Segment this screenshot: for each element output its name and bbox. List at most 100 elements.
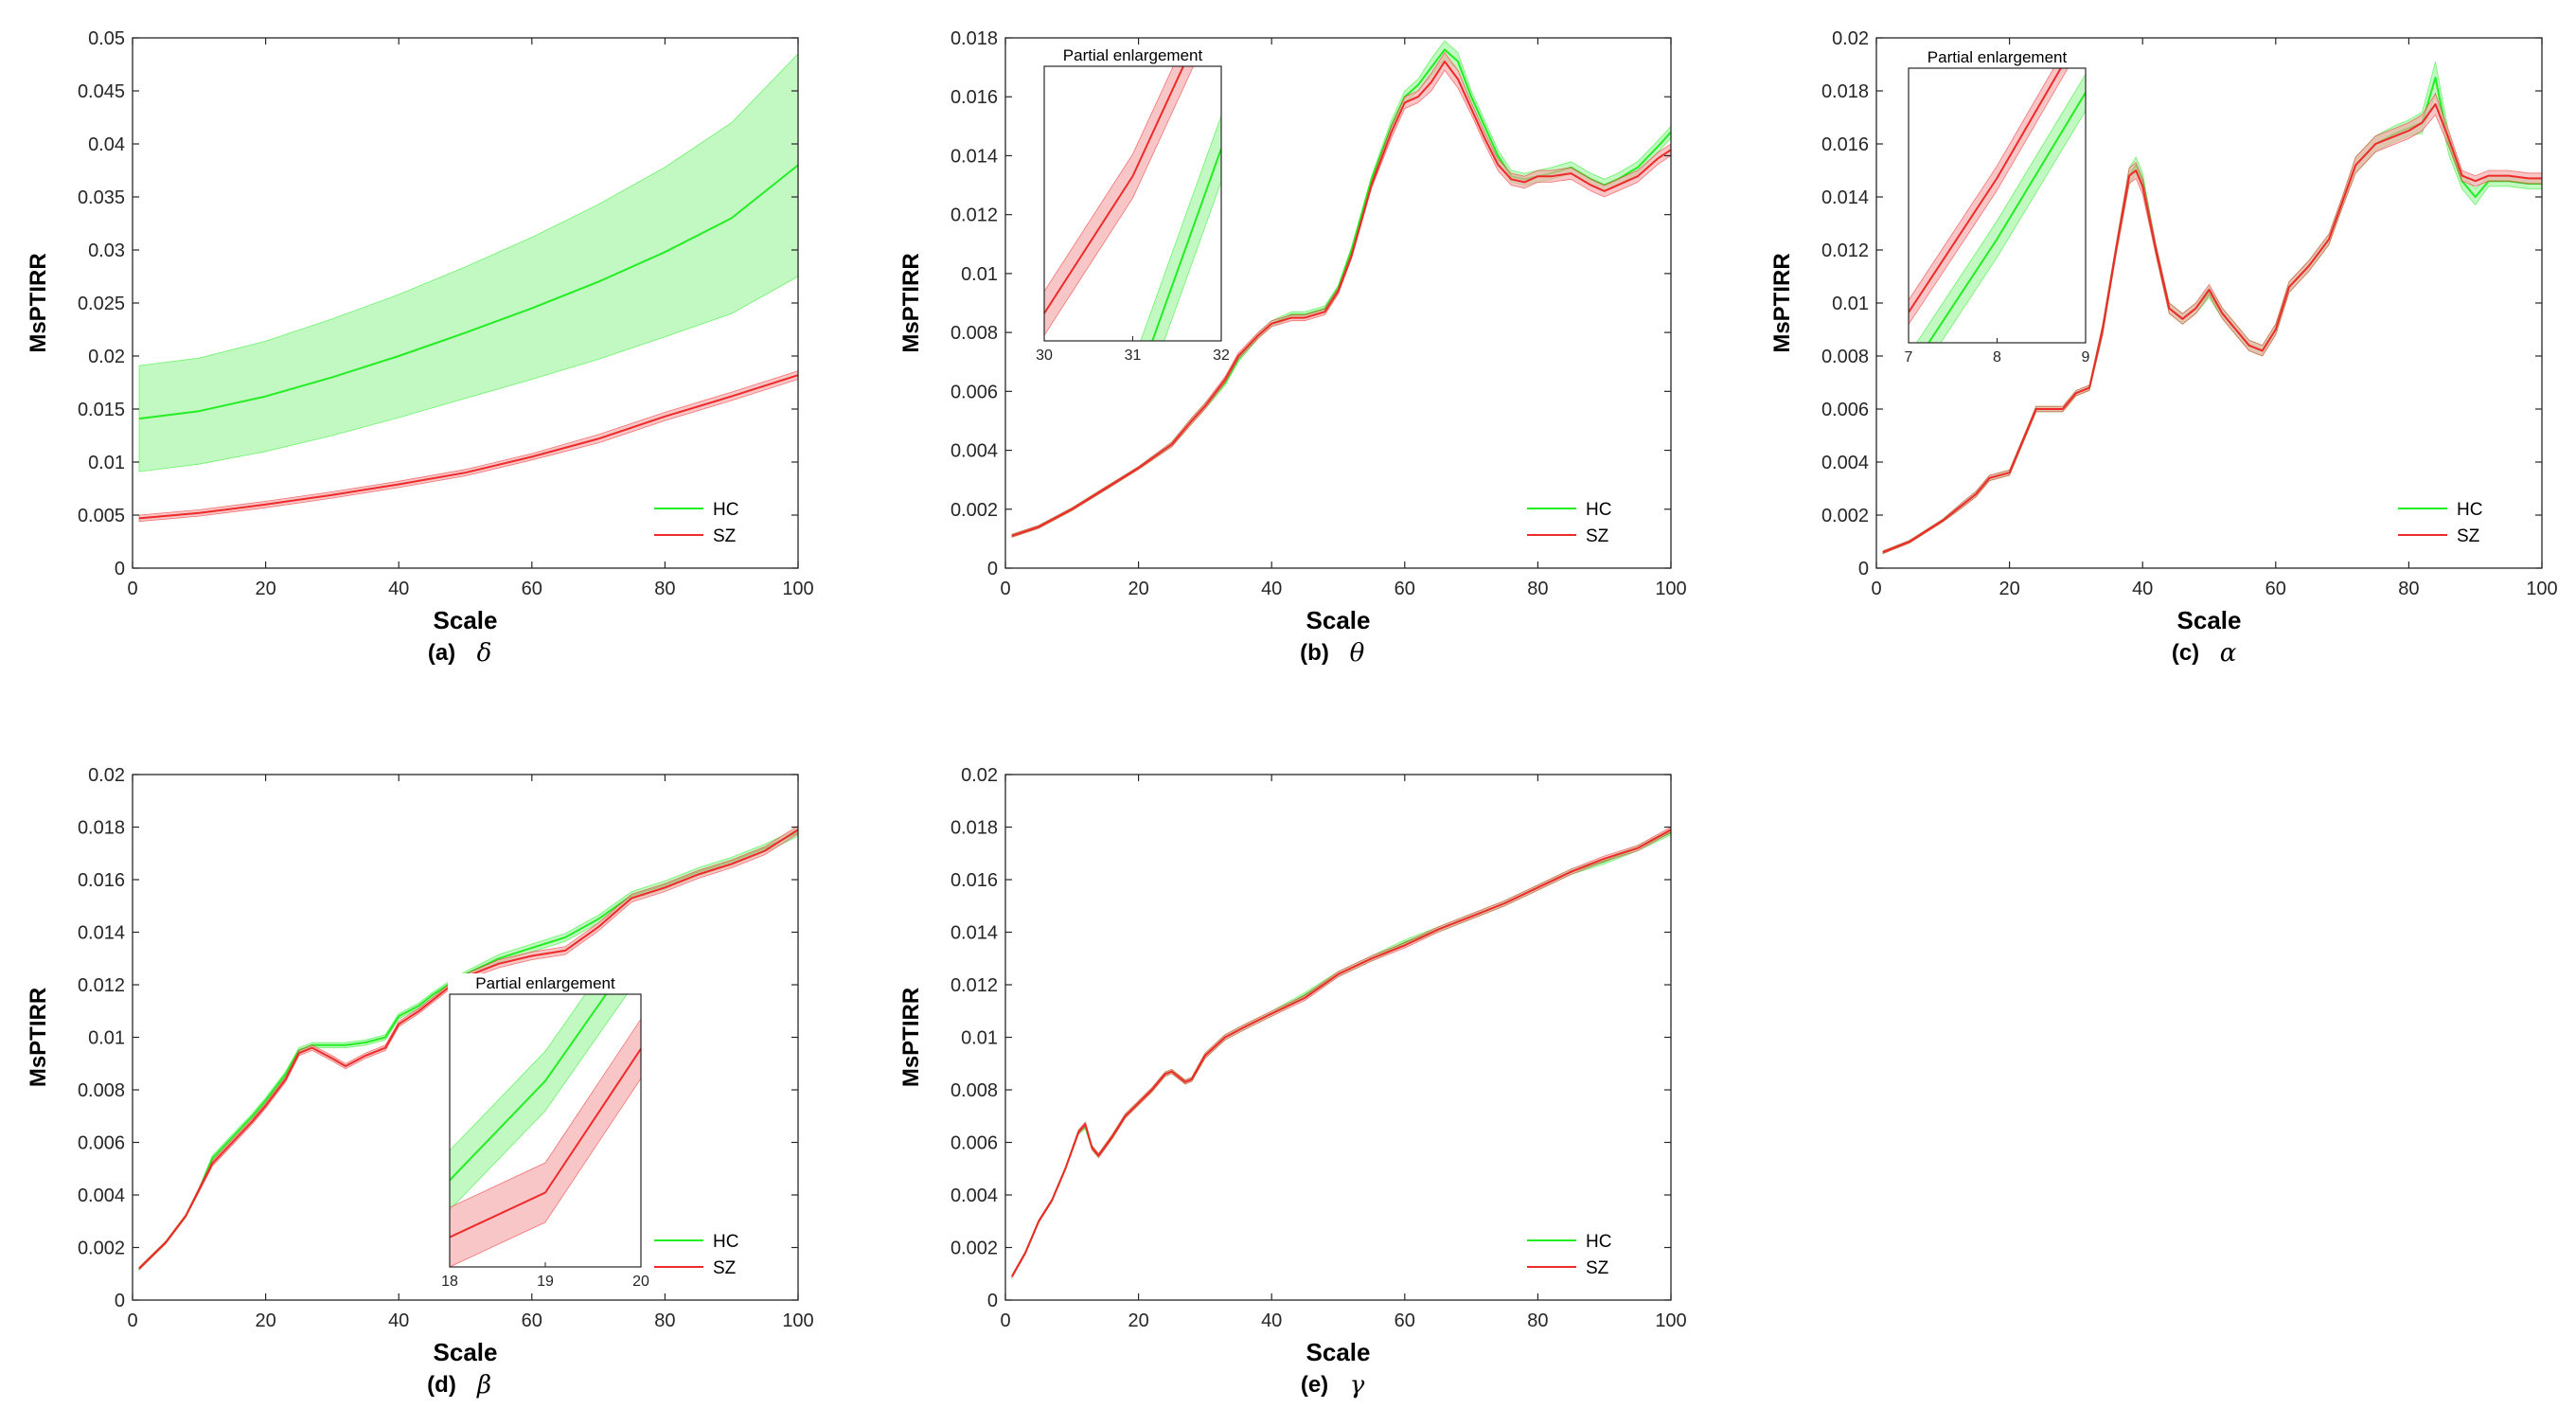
x-tick-label: 40	[1261, 1310, 1282, 1331]
y-tick-label: 0.018	[78, 818, 125, 839]
series-hc-line	[138, 164, 798, 420]
x-tick-label: 0	[127, 579, 137, 599]
y-tick-label: 0.002	[78, 1239, 125, 1259]
x-tick-label: 80	[1527, 579, 1548, 599]
x-tick-label: 20	[1128, 579, 1148, 599]
inset-series-hc-band	[1916, 73, 2086, 343]
x-tick-label: 80	[654, 579, 675, 599]
panel-caption-symbol: α	[2220, 639, 2237, 668]
y-tick-label: 0.02	[1832, 28, 1869, 49]
series-sz-line	[1011, 829, 1671, 1277]
inset-series-hc-line	[1928, 92, 2086, 343]
y-tick-label: 0.018	[950, 28, 998, 49]
inset-series-hc-line	[1151, 148, 1221, 341]
y-tick-label: 0.006	[950, 1133, 998, 1154]
chart-panel-e: 0 0.002 0.004 0.006 0.008 0.01 0.012 0.014 0.016…	[898, 765, 1687, 1399]
x-tick-label: 0	[1000, 1310, 1010, 1331]
series-sz-line	[1011, 60, 1671, 537]
x-tick-label: 80	[1527, 1310, 1548, 1331]
inset-x-tick-label: 32	[1213, 348, 1230, 364]
y-tick-label: 0.04	[88, 134, 125, 155]
y-tick-label: 0.002	[950, 500, 998, 521]
panel-caption: (b)	[1300, 640, 1329, 666]
y-tick-label: 0.018	[1821, 81, 1869, 102]
legend: HC SZ	[646, 491, 790, 552]
y-tick-label: 0.006	[950, 382, 998, 402]
y-tick-label: 0.016	[78, 870, 125, 891]
legend-box	[646, 1223, 790, 1284]
panel-caption-symbol: β	[476, 1371, 491, 1399]
inset-series-hc-line	[450, 994, 608, 1182]
chart-panel-b: 0 0.002 0.004 0.006 0.008 0.01 0.012 0.014 0.016…	[898, 28, 1687, 668]
y-tick-label: 0.004	[78, 1185, 125, 1206]
y-tick-label: 0.012	[950, 205, 998, 226]
y-tick-label: 0.008	[950, 1080, 998, 1101]
y-tick-label: 0.005	[78, 506, 125, 526]
inset-x-tick-label: 30	[1036, 348, 1053, 364]
plot-area	[138, 825, 798, 1272]
legend-box	[1519, 491, 1662, 552]
inset-series-hc-band	[450, 994, 628, 1211]
y-tick-label: 0.006	[1821, 400, 1869, 420]
inset-series-sz-line	[450, 1048, 641, 1239]
legend-box	[2389, 491, 2533, 552]
inset-x-tick-label: 20	[632, 1274, 649, 1290]
x-tick-label: 60	[522, 1310, 542, 1331]
legend-label-hc: HC	[2457, 500, 2482, 520]
y-tick-label: 0.014	[78, 923, 125, 944]
panel-caption: (a)	[428, 640, 455, 666]
y-axis-label: MsPTIRR	[1769, 253, 1795, 352]
chart-panel-c: 0 0.002 0.004 0.006 0.008 0.01 0.012 0.014 0.016…	[1769, 28, 2558, 668]
inset-partial-enlargement: Partial enlargement 30 31 32	[1036, 45, 1230, 365]
y-tick-label: 0.002	[1821, 506, 1869, 526]
y-tick-label: 0.03	[88, 241, 125, 261]
y-tick-label: 0.012	[78, 975, 125, 996]
y-axis-label: MsPTIRR	[898, 253, 924, 352]
chart-panel-d: 0 0.002 0.004 0.006 0.008 0.01 0.012 0.014 0.016…	[26, 765, 814, 1399]
x-axis-label: Scale	[2177, 606, 2242, 634]
legend-label-hc: HC	[1586, 1232, 1611, 1252]
y-tick-label: 0.045	[78, 81, 125, 102]
y-tick-label: 0.002	[950, 1239, 998, 1259]
y-tick-label: 0.012	[950, 975, 998, 996]
x-tick-label: 80	[2398, 579, 2419, 599]
inset-plot-area	[450, 994, 641, 1267]
x-tick-label: 40	[2132, 579, 2153, 599]
series-sz-line	[1882, 103, 2542, 554]
x-tick-label: 40	[388, 579, 409, 599]
y-tick-label: 0	[115, 559, 125, 579]
series-sz-band	[1011, 827, 1671, 1279]
x-tick-label: 20	[1128, 1310, 1148, 1331]
panel-caption: (d)	[427, 1372, 456, 1398]
legend-label-sz: SZ	[1586, 1258, 1609, 1278]
legend: HC SZ	[2389, 491, 2533, 552]
y-tick-label: 0.004	[950, 1185, 998, 1206]
series-hc-band	[138, 53, 798, 472]
y-tick-label: 0.016	[950, 870, 998, 891]
y-tick-label: 0.008	[950, 323, 998, 344]
x-tick-label: 100	[782, 579, 813, 599]
y-tick-label: 0.015	[78, 400, 125, 420]
chart-panel-a: 0 0.005 0.01 0.015 0.02 0.025 0.03 0.035 0.04 0.0…	[26, 28, 814, 668]
series-sz-line	[138, 374, 798, 520]
y-axis-label: MsPTIRR	[26, 988, 51, 1087]
inset-x-tick-label: 31	[1125, 348, 1142, 364]
inset-title: Partial enlargement	[475, 974, 615, 992]
y-tick-label: 0.02	[961, 765, 998, 786]
inset-series-sz-line	[1044, 66, 1185, 314]
series-sz-line	[138, 829, 798, 1270]
legend: HC SZ	[1519, 1223, 1662, 1284]
inset-partial-enlargement: Partial enlargement 18 19 20	[441, 973, 649, 1292]
x-axis-label: Scale	[434, 1338, 498, 1366]
plot-area	[138, 53, 798, 523]
inset-series-sz-band	[450, 1018, 641, 1267]
x-tick-label: 60	[522, 579, 542, 599]
legend-label-sz: SZ	[2457, 526, 2480, 546]
series-hc-line	[1011, 831, 1671, 1277]
legend: HC SZ	[646, 1223, 790, 1284]
legend-label-sz: SZ	[1586, 526, 1609, 546]
x-tick-label: 100	[1655, 1310, 1686, 1331]
inset-series-sz-band	[1044, 66, 1195, 336]
x-tick-label: 80	[654, 1310, 675, 1331]
plot-area	[1011, 827, 1671, 1279]
